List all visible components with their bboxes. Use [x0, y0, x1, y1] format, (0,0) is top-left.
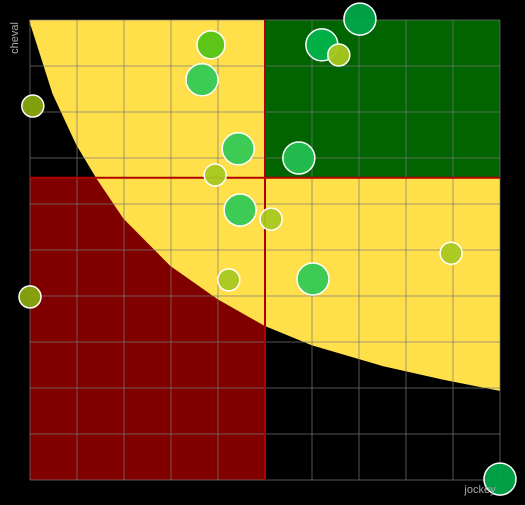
bubble: [439, 241, 463, 265]
bubble: [185, 63, 219, 97]
bubble: [343, 2, 377, 36]
bubble: [196, 30, 226, 60]
bubble: [217, 268, 241, 292]
bubble: [259, 207, 283, 231]
bubble: [483, 462, 517, 496]
bubble: [327, 43, 351, 67]
boundary-curve: [29, 19, 501, 391]
bubble: [296, 262, 330, 296]
bubble: [21, 94, 45, 118]
bubble: [223, 193, 257, 227]
y-axis-label: cheval: [9, 22, 21, 54]
bubble: [221, 132, 255, 166]
bubble: [203, 163, 227, 187]
bubble: [282, 141, 316, 175]
x-axis-label: jockey: [463, 484, 496, 496]
bubble: [18, 285, 42, 309]
